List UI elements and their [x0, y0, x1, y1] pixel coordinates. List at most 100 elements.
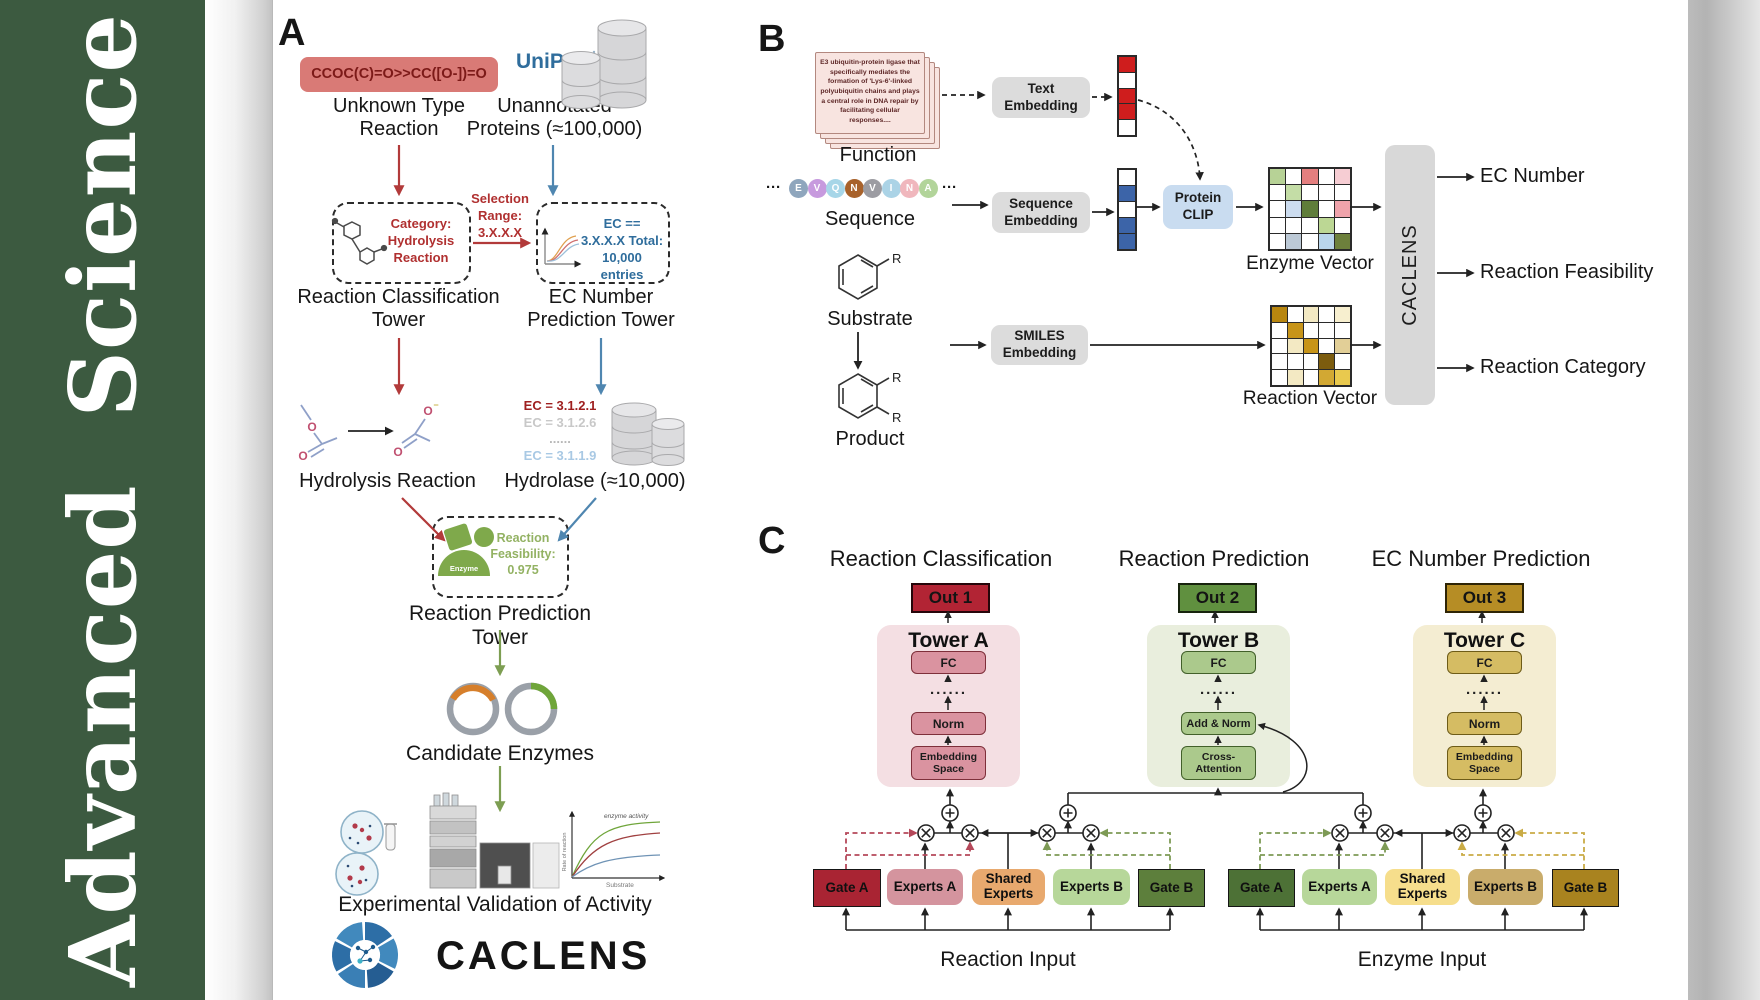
vector-cell [1319, 322, 1335, 338]
reaction-input-label: Reaction Input [940, 948, 1076, 971]
enzyme-experts-b: Experts B [1468, 869, 1543, 905]
heading-ec-number-prediction: EC Number Prediction [1371, 546, 1591, 571]
hplc-instrument-icon [429, 792, 560, 889]
vector-cell [1119, 202, 1135, 217]
sequence-ellipsis-right: ··· [942, 179, 957, 196]
experimental-validation-label: Experimental Validation of Activity [338, 893, 652, 916]
vector-cell [1119, 120, 1135, 135]
vector-cell [1272, 307, 1287, 322]
add-nodes [941, 804, 1492, 822]
enzyme-gate-a: Gate A [1228, 869, 1295, 907]
vector-cell [1287, 370, 1303, 385]
vector-cell [1303, 307, 1319, 322]
enzyme-experts-a: Experts A [1302, 869, 1377, 905]
vector-cell [1119, 234, 1135, 249]
selection-range-label: Selection Range: 3.X.X.X [471, 191, 529, 240]
vector-cell [1286, 217, 1302, 233]
residue-circle: N [844, 179, 864, 198]
reaction-classification-tower-label: Reaction Classification Tower [297, 286, 500, 331]
vector-cell [1119, 218, 1135, 233]
reaction-vector-grid [1270, 305, 1352, 387]
kinetics-ylabel: Rate of reaction [562, 833, 568, 872]
tower-c-embedding-space: Embedding Space [1447, 746, 1522, 780]
ethyl-acetate-structure [300, 404, 338, 458]
tower-b-dots: ...... [1199, 681, 1237, 698]
residue-circle: Q [826, 179, 845, 198]
hydrolase-database-icon [611, 402, 685, 466]
tower-b-fc: FC [1181, 651, 1256, 674]
petri-dish-icons [335, 810, 397, 896]
kinetics-xlabel: Substrate [606, 882, 634, 889]
tower-c-title: Tower C [1443, 629, 1526, 652]
caclens-module-label: CACLENS [1398, 224, 1421, 326]
carbonyl-o-atom-2: O [393, 445, 402, 459]
ec-list-item: EC = 3.1.1.9 [523, 447, 597, 463]
function-card: E3 ubiquitin-protein ligase that specifi… [815, 52, 925, 134]
vector-cell [1335, 338, 1350, 354]
enzyme-shared-experts: Shared Experts [1385, 869, 1460, 905]
journal-sidebar: Advanced Science [0, 0, 205, 1000]
ec-list-item: EC = 3.1.2.6 [523, 414, 597, 430]
vector-cell [1302, 201, 1318, 217]
text-embedding-vector [1117, 55, 1137, 137]
residue-circle: E [789, 179, 808, 198]
tower-c-dots: ...... [1465, 681, 1503, 698]
vector-cell [1286, 233, 1302, 249]
uniprot-dots-icon [592, 45, 627, 86]
text-embedding-box: Text Embedding [992, 77, 1090, 118]
panel-c-label: C [758, 520, 786, 562]
tower-a-dots: ...... [929, 681, 967, 698]
product-label: Product [835, 428, 905, 450]
substrate-label: Substrate [827, 308, 913, 330]
panel-b-label: B [758, 18, 786, 60]
out2-box: Out 2 [1178, 583, 1257, 613]
reaction-gate-a: Gate A [813, 869, 881, 907]
hydrolase-label: Hydrolase (≈10,000) [504, 470, 686, 492]
sequence-ellipsis-left: ··· [766, 179, 781, 196]
tower-b-title: Tower B [1177, 629, 1260, 652]
vector-cell [1119, 186, 1135, 201]
vector-cell [1318, 185, 1334, 201]
product-r2-label: R [892, 410, 901, 425]
vector-cell [1318, 233, 1334, 249]
vector-cell [1270, 169, 1286, 185]
ec-prediction-box [536, 202, 670, 284]
vector-cell [1303, 370, 1319, 385]
caclens-logo-icon [331, 922, 399, 988]
reaction-prediction-tower-label: Reaction Prediction Tower [408, 602, 592, 649]
vector-cell [1302, 185, 1318, 201]
enzyme-gate-b: Gate B [1552, 869, 1619, 907]
page-gutter-shadow [205, 0, 273, 1000]
ec-total-label: EC == 3.X.X.X Total: 10,000 entries [580, 216, 664, 282]
sequence-label: Sequence [824, 208, 916, 230]
smiles-reaction-box: CCOC(C)=O>>CC([O-])=O [300, 57, 498, 92]
enzyme-vector-label: Enzyme Vector [1246, 253, 1374, 274]
multiply-nodes [917, 824, 1515, 842]
vector-cell [1319, 370, 1335, 385]
carbonyl-o-atom-1: O [298, 449, 307, 463]
tower-a-title: Tower A [908, 629, 989, 652]
substrate-benzene [838, 254, 890, 300]
vector-cell [1119, 104, 1135, 120]
smiles-embedding-box: SMILES Embedding [991, 325, 1088, 365]
vector-cell [1319, 338, 1335, 354]
ec-number-prediction-tower-label: EC Number Prediction Tower [527, 286, 675, 331]
sequence-embedding-box: Sequence Embedding [992, 192, 1090, 233]
protein-clip-box: Protein CLIP [1163, 185, 1233, 229]
tower-a-norm: Norm [911, 712, 986, 735]
product-r1-label: R [892, 370, 901, 385]
vector-cell [1319, 307, 1335, 322]
gate-feedback-lines [845, 828, 1585, 869]
function-label: Function [839, 144, 917, 166]
plasmid-icons [446, 682, 558, 736]
vector-cell [1334, 185, 1350, 201]
sequence-embedding-vector [1117, 168, 1137, 251]
vector-cell [1287, 307, 1303, 322]
output-reaction-category: Reaction Category [1480, 356, 1646, 378]
ec-candidates-list: EC = 3.1.2.1 EC = 3.1.2.6...... EC = 3.1.1… [518, 398, 602, 464]
vector-cell [1287, 338, 1303, 354]
residue-circle: A [918, 179, 938, 198]
candidate-enzymes-label: Candidate Enzymes [406, 742, 594, 765]
tower-c-fc: FC [1447, 651, 1522, 674]
